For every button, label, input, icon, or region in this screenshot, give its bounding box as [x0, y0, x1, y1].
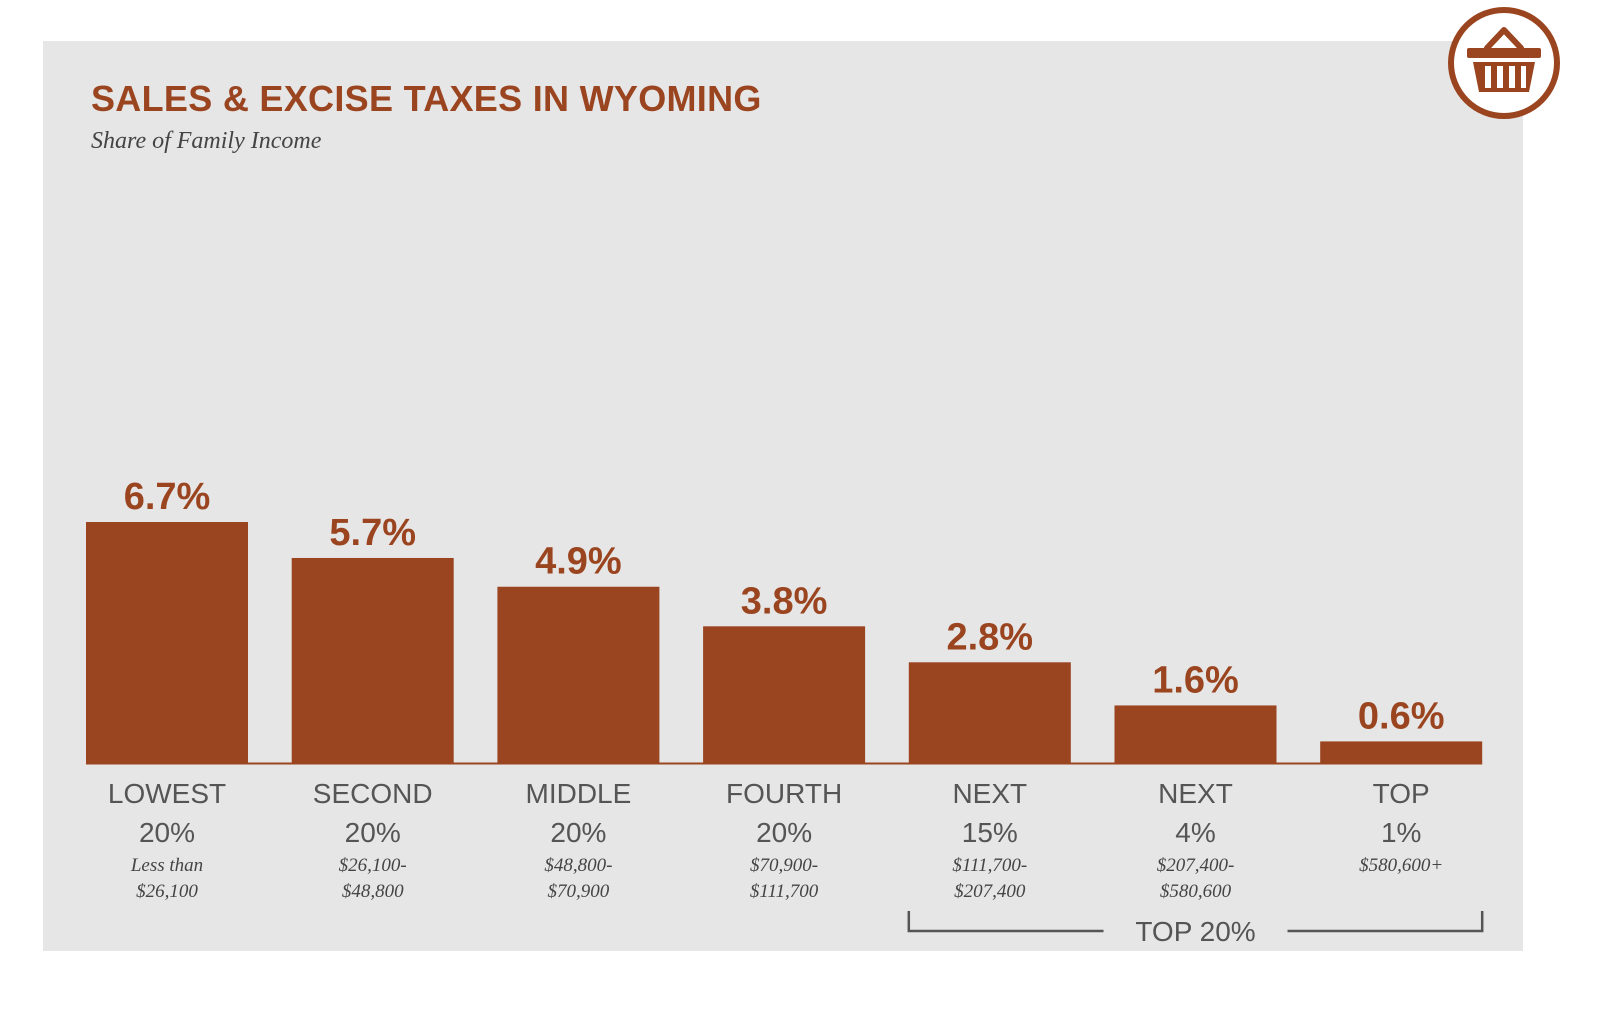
category-label: TOP	[1373, 778, 1430, 809]
bar-value-label: 6.7%	[124, 476, 211, 518]
bar	[86, 522, 248, 763]
bar-value-label: 0.6%	[1358, 695, 1445, 737]
bar-value-label: 2.8%	[946, 616, 1033, 658]
category-label: NEXT	[1158, 778, 1233, 809]
category-label: NEXT	[952, 778, 1027, 809]
income-range-label: $70,900	[548, 881, 610, 902]
income-range-label: $207,400	[954, 881, 1026, 902]
income-range-label: $580,600	[1160, 881, 1232, 902]
income-range-label: $26,100	[136, 881, 198, 902]
category-percent-label: 1%	[1381, 817, 1421, 848]
chart-subtitle: Share of Family Income	[91, 128, 322, 154]
income-range-label: $580,600+	[1359, 855, 1443, 876]
bar	[1114, 705, 1277, 763]
income-range-label: $207,400-	[1157, 855, 1235, 876]
category-label: MIDDLE	[526, 778, 632, 809]
category-percent-label: 20%	[756, 817, 812, 848]
bar-value-label: 3.8%	[741, 580, 828, 622]
income-range-label: $70,900-	[750, 855, 818, 876]
bar-value-label: 5.7%	[329, 512, 416, 554]
income-range-label: $26,100-	[339, 855, 407, 876]
bar-value-label: 1.6%	[1152, 659, 1239, 701]
category-label: LOWEST	[108, 778, 226, 809]
bar	[497, 586, 660, 763]
group-label: TOP 20%	[1135, 916, 1255, 947]
income-range-label: $48,800	[342, 881, 404, 902]
bar-value-label: 4.9%	[535, 541, 622, 583]
category-percent-label: 20%	[345, 817, 401, 848]
chart-title: SALES & EXCISE TAXES IN WYOMING	[91, 78, 762, 119]
chart-panel	[43, 41, 1523, 951]
income-range-label: $111,700	[750, 881, 819, 902]
group-bracket-left	[907, 911, 1104, 933]
category-label: SECOND	[313, 778, 433, 809]
category-label: FOURTH	[726, 778, 842, 809]
income-range-label: $48,800-	[544, 855, 612, 876]
bar	[291, 557, 454, 763]
shopping-basket-icon	[1448, 7, 1560, 119]
bar	[1320, 741, 1483, 763]
bar	[908, 662, 1071, 763]
bar	[703, 626, 866, 763]
category-percent-label: 20%	[139, 817, 195, 848]
group-bracket-right	[1287, 911, 1484, 933]
income-range-label: Less than	[130, 855, 203, 876]
category-percent-label: 20%	[550, 817, 606, 848]
category-percent-label: 15%	[962, 817, 1018, 848]
income-range-label: $111,700-	[952, 855, 1027, 876]
category-percent-label: 4%	[1175, 817, 1215, 848]
